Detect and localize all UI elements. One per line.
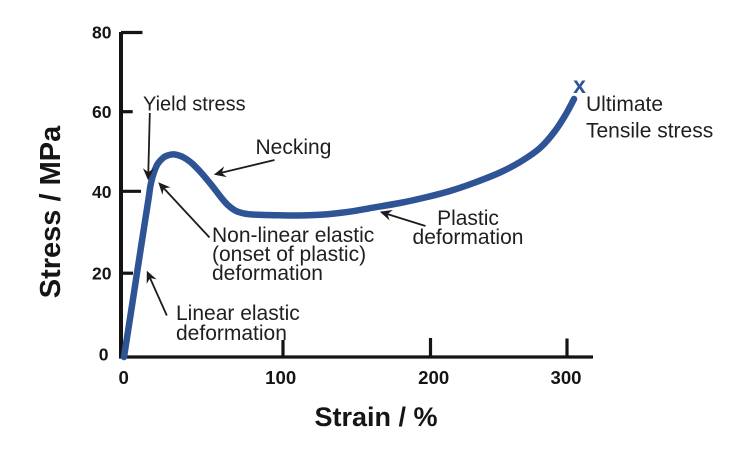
svg-text:Plastic: Plastic	[437, 207, 499, 230]
svg-text:Stress / MPa: Stress / MPa	[35, 125, 67, 298]
svg-text:deformation: deformation	[413, 226, 524, 249]
svg-text:Linear elastic: Linear elastic	[176, 302, 300, 325]
svg-text:Tensile stress: Tensile stress	[586, 120, 713, 143]
svg-text:Non-linear elastic: Non-linear elastic	[212, 224, 374, 247]
svg-text:100: 100	[265, 367, 296, 388]
svg-text:Necking: Necking	[256, 136, 332, 159]
svg-text:200: 200	[418, 367, 449, 388]
svg-text:(onset of plastic): (onset of plastic)	[212, 243, 366, 266]
svg-text:deformation: deformation	[176, 322, 287, 345]
svg-text:x: x	[573, 72, 586, 98]
svg-text:deformation: deformation	[212, 262, 323, 285]
svg-text:0: 0	[99, 345, 109, 365]
svg-text:0: 0	[119, 367, 129, 388]
svg-text:300: 300	[550, 367, 581, 388]
svg-text:Strain / %: Strain / %	[314, 402, 437, 432]
svg-text:20: 20	[92, 264, 112, 284]
svg-text:40: 40	[92, 182, 112, 202]
svg-text:Ultimate: Ultimate	[586, 93, 663, 116]
svg-text:80: 80	[92, 23, 112, 43]
svg-text:Yield stress: Yield stress	[143, 94, 246, 116]
svg-text:60: 60	[92, 102, 112, 122]
